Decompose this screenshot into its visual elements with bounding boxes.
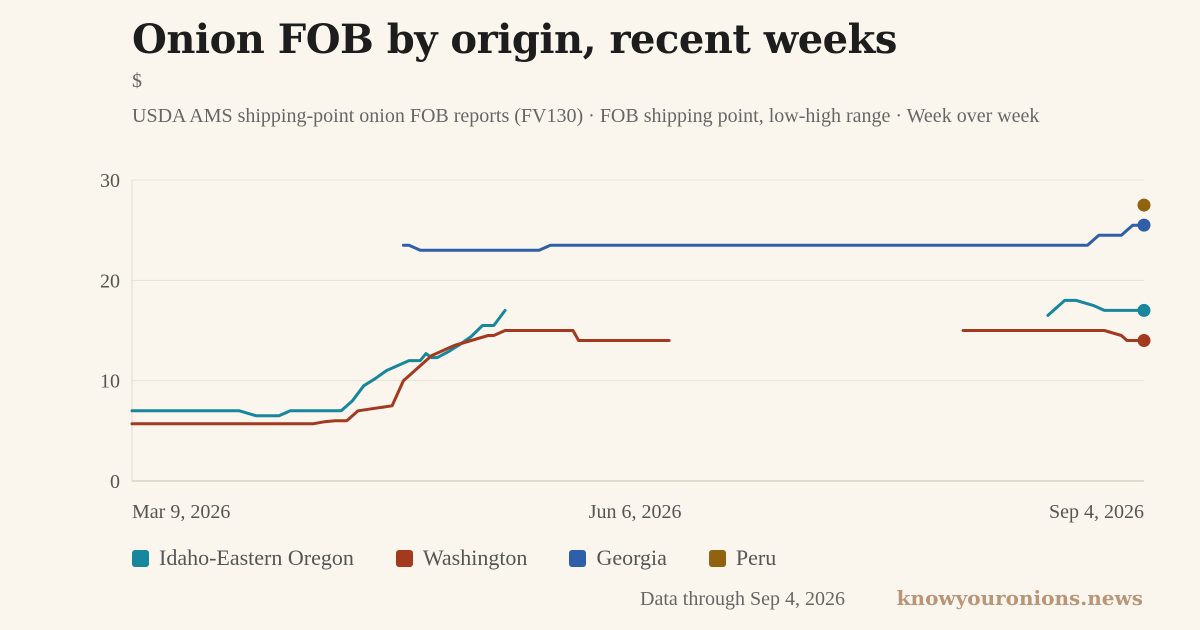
- series-lines: [130, 223, 1146, 426]
- legend-swatch: [395, 549, 413, 567]
- y-unit-label: $: [132, 70, 142, 92]
- legend-swatch: [569, 549, 587, 567]
- y-tick-label: 0: [110, 471, 120, 493]
- series-line-georgia: [401, 223, 1146, 252]
- legend-item-washington: Washington: [395, 545, 528, 571]
- series-line-idaho-eastern-oregon: [130, 308, 507, 418]
- series-line-washington: [961, 329, 1146, 342]
- series-line-idaho-eastern-oregon: [1046, 298, 1146, 317]
- x-tick-label: Sep 4, 2026: [1049, 501, 1144, 523]
- series-end-points: [1137, 198, 1151, 348]
- legend-label: Idaho-Eastern Oregon: [159, 545, 354, 570]
- chart-subtitle: USDA AMS shipping-point onion FOB report…: [132, 105, 1040, 127]
- y-tick-label: 20: [100, 270, 120, 292]
- y-axis-ticks: 0 10 20 30: [100, 170, 120, 493]
- end-point-washington: [1137, 334, 1151, 348]
- end-point-idaho-eastern-oregon: [1137, 303, 1151, 317]
- gridlines: [131, 179, 1144, 482]
- end-point-peru: [1137, 198, 1151, 212]
- legend-swatch: [708, 549, 726, 567]
- legend-label: Peru: [735, 545, 777, 570]
- legend-swatch: [132, 549, 149, 567]
- legend-label: Washington: [422, 545, 528, 570]
- x-tick-label: Jun 6, 2026: [589, 501, 682, 523]
- legend-item-peru: Peru: [708, 545, 777, 571]
- y-tick-label: 10: [100, 371, 120, 393]
- legend-item-georgia: Georgia: [569, 545, 667, 571]
- x-tick-label: Mar 9, 2026: [132, 501, 230, 523]
- brand-link[interactable]: knowyouronions.news: [896, 586, 1143, 610]
- chart-title: Onion FOB by origin, recent weeks: [132, 16, 897, 63]
- series-line-washington: [130, 329, 671, 426]
- end-point-georgia: [1137, 218, 1151, 232]
- legend-item-idaho-eastern-oregon: Idaho-Eastern Oregon: [132, 545, 354, 571]
- y-tick-label: 30: [100, 170, 120, 192]
- x-axis-ticks: Mar 9, 2026 Jun 6, 2026 Sep 4, 2026: [132, 501, 1144, 523]
- legend-label: Georgia: [596, 545, 667, 570]
- data-through-note: Data through Sep 4, 2026: [640, 588, 845, 610]
- legend: Idaho-Eastern Oregon Washington Georgia Per…: [132, 545, 818, 571]
